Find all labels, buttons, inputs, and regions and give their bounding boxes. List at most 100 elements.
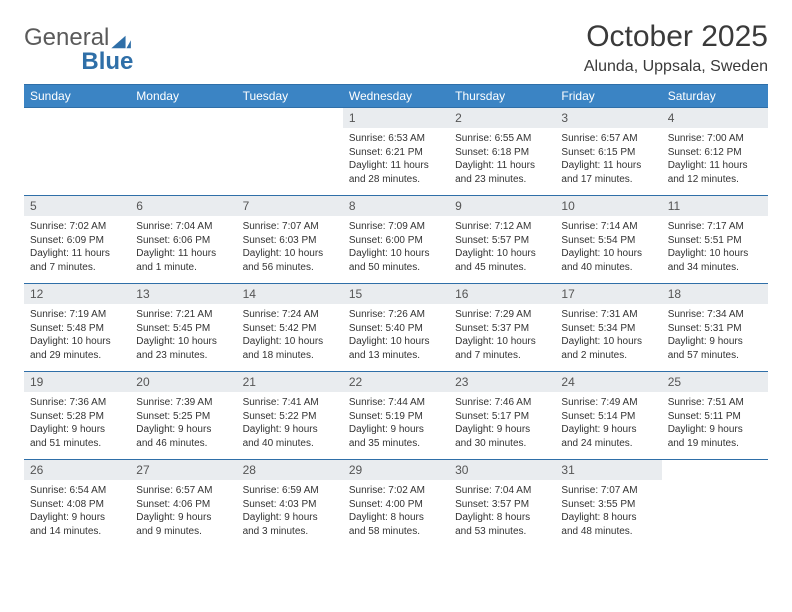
day-number: 7 xyxy=(237,196,343,216)
calendar-day-cell: 27Sunrise: 6:57 AMSunset: 4:06 PMDayligh… xyxy=(130,460,236,548)
day-number: 10 xyxy=(555,196,661,216)
day-details: Sunrise: 6:57 AMSunset: 4:06 PMDaylight:… xyxy=(130,480,236,544)
calendar-day-cell: 11Sunrise: 7:17 AMSunset: 5:51 PMDayligh… xyxy=(662,196,768,284)
calendar-day-cell: 30Sunrise: 7:04 AMSunset: 3:57 PMDayligh… xyxy=(449,460,555,548)
calendar-day-cell: 19Sunrise: 7:36 AMSunset: 5:28 PMDayligh… xyxy=(24,372,130,460)
day-details: Sunrise: 7:21 AMSunset: 5:45 PMDaylight:… xyxy=(130,304,236,368)
calendar-week-row: 1Sunrise: 6:53 AMSunset: 6:21 PMDaylight… xyxy=(24,108,768,196)
weekday-header: Monday xyxy=(130,85,236,108)
calendar-day-cell: 2Sunrise: 6:55 AMSunset: 6:18 PMDaylight… xyxy=(449,108,555,196)
calendar-day-cell: 22Sunrise: 7:44 AMSunset: 5:19 PMDayligh… xyxy=(343,372,449,460)
day-details: Sunrise: 7:04 AMSunset: 3:57 PMDaylight:… xyxy=(449,480,555,544)
day-number: 24 xyxy=(555,372,661,392)
calendar-day-cell: 1Sunrise: 6:53 AMSunset: 6:21 PMDaylight… xyxy=(343,108,449,196)
day-number: 9 xyxy=(449,196,555,216)
brand-word-1: General xyxy=(24,26,109,50)
weekday-header: Saturday xyxy=(662,85,768,108)
day-number: 12 xyxy=(24,284,130,304)
calendar-day-cell: 20Sunrise: 7:39 AMSunset: 5:25 PMDayligh… xyxy=(130,372,236,460)
day-number: 25 xyxy=(662,372,768,392)
calendar-day-cell xyxy=(24,108,130,196)
calendar-day-cell xyxy=(130,108,236,196)
weekday-header: Wednesday xyxy=(343,85,449,108)
weekday-header: Sunday xyxy=(24,85,130,108)
calendar-day-cell: 29Sunrise: 7:02 AMSunset: 4:00 PMDayligh… xyxy=(343,460,449,548)
day-number: 14 xyxy=(237,284,343,304)
day-number: 2 xyxy=(449,108,555,128)
day-details: Sunrise: 7:07 AMSunset: 6:03 PMDaylight:… xyxy=(237,216,343,280)
calendar-week-row: 5Sunrise: 7:02 AMSunset: 6:09 PMDaylight… xyxy=(24,196,768,284)
day-number: 3 xyxy=(555,108,661,128)
calendar-week-row: 26Sunrise: 6:54 AMSunset: 4:08 PMDayligh… xyxy=(24,460,768,548)
calendar-day-cell: 21Sunrise: 7:41 AMSunset: 5:22 PMDayligh… xyxy=(237,372,343,460)
calendar-day-cell: 18Sunrise: 7:34 AMSunset: 5:31 PMDayligh… xyxy=(662,284,768,372)
calendar-day-cell: 25Sunrise: 7:51 AMSunset: 5:11 PMDayligh… xyxy=(662,372,768,460)
day-details: Sunrise: 7:04 AMSunset: 6:06 PMDaylight:… xyxy=(130,216,236,280)
day-details: Sunrise: 7:24 AMSunset: 5:42 PMDaylight:… xyxy=(237,304,343,368)
day-details: Sunrise: 7:07 AMSunset: 3:55 PMDaylight:… xyxy=(555,480,661,544)
day-number: 13 xyxy=(130,284,236,304)
title-block: October 2025 Alunda, Uppsala, Sweden xyxy=(584,20,768,76)
day-number: 5 xyxy=(24,196,130,216)
calendar-head: Sunday Monday Tuesday Wednesday Thursday… xyxy=(24,85,768,108)
calendar-day-cell: 8Sunrise: 7:09 AMSunset: 6:00 PMDaylight… xyxy=(343,196,449,284)
day-details: Sunrise: 7:02 AMSunset: 6:09 PMDaylight:… xyxy=(24,216,130,280)
weekday-header: Thursday xyxy=(449,85,555,108)
brand-logo: GeneralBlue xyxy=(24,20,133,74)
calendar-day-cell: 5Sunrise: 7:02 AMSunset: 6:09 PMDaylight… xyxy=(24,196,130,284)
calendar-day-cell: 14Sunrise: 7:24 AMSunset: 5:42 PMDayligh… xyxy=(237,284,343,372)
calendar-day-cell: 16Sunrise: 7:29 AMSunset: 5:37 PMDayligh… xyxy=(449,284,555,372)
calendar-week-row: 12Sunrise: 7:19 AMSunset: 5:48 PMDayligh… xyxy=(24,284,768,372)
day-details: Sunrise: 7:19 AMSunset: 5:48 PMDaylight:… xyxy=(24,304,130,368)
calendar-day-cell: 28Sunrise: 6:59 AMSunset: 4:03 PMDayligh… xyxy=(237,460,343,548)
day-number: 22 xyxy=(343,372,449,392)
day-details: Sunrise: 7:31 AMSunset: 5:34 PMDaylight:… xyxy=(555,304,661,368)
day-details: Sunrise: 7:46 AMSunset: 5:17 PMDaylight:… xyxy=(449,392,555,456)
day-number: 15 xyxy=(343,284,449,304)
day-details: Sunrise: 6:53 AMSunset: 6:21 PMDaylight:… xyxy=(343,128,449,192)
calendar-day-cell: 26Sunrise: 6:54 AMSunset: 4:08 PMDayligh… xyxy=(24,460,130,548)
calendar-day-cell: 4Sunrise: 7:00 AMSunset: 6:12 PMDaylight… xyxy=(662,108,768,196)
day-details: Sunrise: 7:41 AMSunset: 5:22 PMDaylight:… xyxy=(237,392,343,456)
day-details: Sunrise: 6:59 AMSunset: 4:03 PMDaylight:… xyxy=(237,480,343,544)
day-details: Sunrise: 7:00 AMSunset: 6:12 PMDaylight:… xyxy=(662,128,768,192)
calendar-day-cell: 13Sunrise: 7:21 AMSunset: 5:45 PMDayligh… xyxy=(130,284,236,372)
calendar-day-cell xyxy=(662,460,768,548)
day-number: 18 xyxy=(662,284,768,304)
calendar-day-cell: 23Sunrise: 7:46 AMSunset: 5:17 PMDayligh… xyxy=(449,372,555,460)
weekday-header: Friday xyxy=(555,85,661,108)
day-number: 19 xyxy=(24,372,130,392)
day-details: Sunrise: 7:51 AMSunset: 5:11 PMDaylight:… xyxy=(662,392,768,456)
brand-word-2: Blue xyxy=(81,48,133,75)
day-number: 1 xyxy=(343,108,449,128)
day-details: Sunrise: 7:26 AMSunset: 5:40 PMDaylight:… xyxy=(343,304,449,368)
day-details: Sunrise: 7:02 AMSunset: 4:00 PMDaylight:… xyxy=(343,480,449,544)
day-details: Sunrise: 6:55 AMSunset: 6:18 PMDaylight:… xyxy=(449,128,555,192)
day-number: 6 xyxy=(130,196,236,216)
calendar-week-row: 19Sunrise: 7:36 AMSunset: 5:28 PMDayligh… xyxy=(24,372,768,460)
day-number: 23 xyxy=(449,372,555,392)
calendar-day-cell: 6Sunrise: 7:04 AMSunset: 6:06 PMDaylight… xyxy=(130,196,236,284)
weekday-header: Tuesday xyxy=(237,85,343,108)
calendar-day-cell: 12Sunrise: 7:19 AMSunset: 5:48 PMDayligh… xyxy=(24,284,130,372)
day-details: Sunrise: 7:14 AMSunset: 5:54 PMDaylight:… xyxy=(555,216,661,280)
day-number: 16 xyxy=(449,284,555,304)
day-details: Sunrise: 7:36 AMSunset: 5:28 PMDaylight:… xyxy=(24,392,130,456)
day-number: 29 xyxy=(343,460,449,480)
day-number: 20 xyxy=(130,372,236,392)
day-number: 4 xyxy=(662,108,768,128)
day-number: 21 xyxy=(237,372,343,392)
location-text: Alunda, Uppsala, Sweden xyxy=(584,58,768,76)
day-number: 27 xyxy=(130,460,236,480)
day-details: Sunrise: 7:29 AMSunset: 5:37 PMDaylight:… xyxy=(449,304,555,368)
day-details: Sunrise: 7:44 AMSunset: 5:19 PMDaylight:… xyxy=(343,392,449,456)
day-details: Sunrise: 7:12 AMSunset: 5:57 PMDaylight:… xyxy=(449,216,555,280)
calendar-day-cell: 10Sunrise: 7:14 AMSunset: 5:54 PMDayligh… xyxy=(555,196,661,284)
calendar-day-cell: 7Sunrise: 7:07 AMSunset: 6:03 PMDaylight… xyxy=(237,196,343,284)
day-details: Sunrise: 7:34 AMSunset: 5:31 PMDaylight:… xyxy=(662,304,768,368)
day-number: 8 xyxy=(343,196,449,216)
calendar-day-cell: 9Sunrise: 7:12 AMSunset: 5:57 PMDaylight… xyxy=(449,196,555,284)
header: GeneralBlue October 2025 Alunda, Uppsala… xyxy=(24,20,768,76)
day-details: Sunrise: 7:09 AMSunset: 6:00 PMDaylight:… xyxy=(343,216,449,280)
day-details: Sunrise: 7:17 AMSunset: 5:51 PMDaylight:… xyxy=(662,216,768,280)
